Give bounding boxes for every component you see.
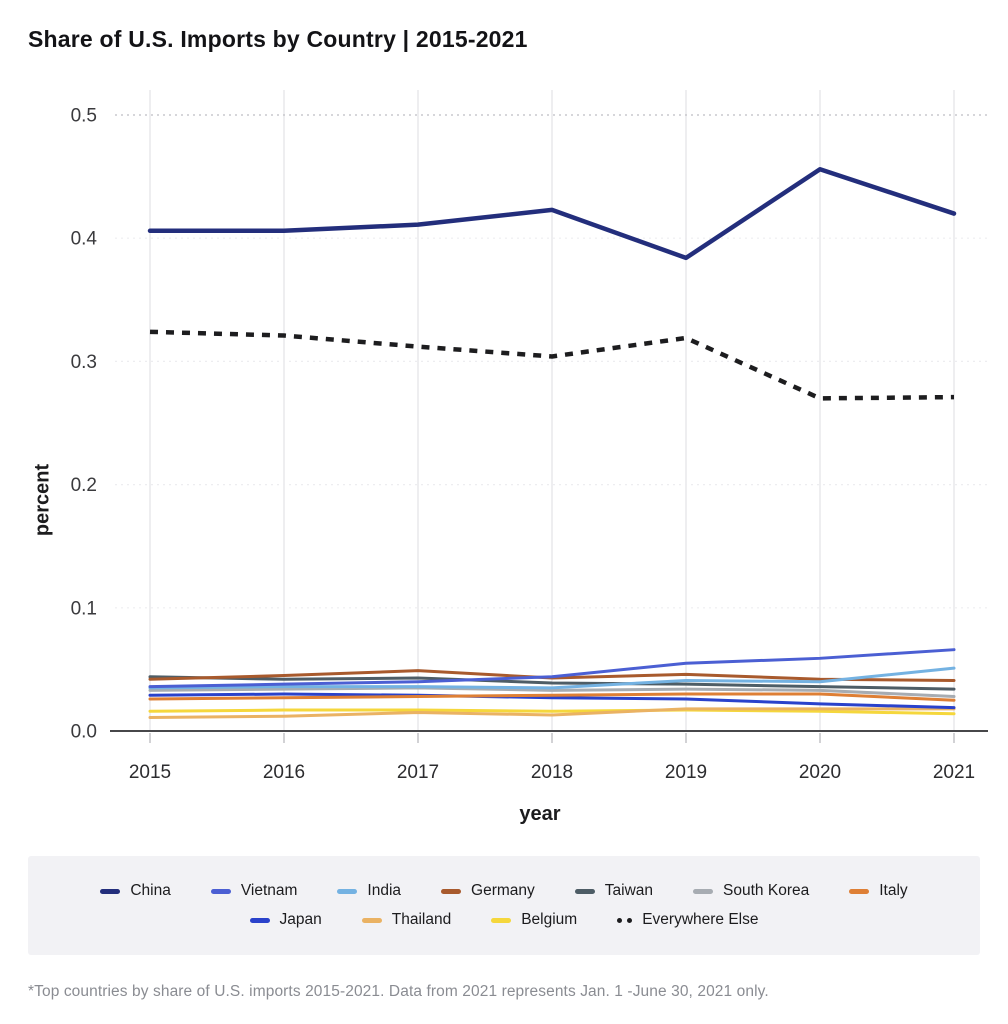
legend-label: Taiwan bbox=[604, 882, 654, 899]
chart-legend: China Vietnam India Germany Taiwan South Kore… bbox=[28, 856, 980, 955]
series-line-thailand bbox=[148, 707, 956, 719]
series-line-china bbox=[147, 166, 957, 261]
legend-line-swatch bbox=[491, 917, 512, 923]
chart-title: Share of U.S. Imports by Country | 2015-… bbox=[28, 26, 528, 52]
y-tick-label: 0.1 bbox=[71, 598, 97, 619]
y-tick-label: 0.4 bbox=[71, 229, 98, 250]
y-tick-label: 0.3 bbox=[71, 352, 97, 373]
legend-label: Vietnam bbox=[240, 882, 298, 899]
y-tick-label: 0.0 bbox=[71, 722, 97, 743]
legend-line-swatch bbox=[249, 917, 270, 923]
legend-line-swatch bbox=[693, 888, 714, 894]
legend-row: China Vietnam India Germany Taiwan South Kore… bbox=[100, 882, 908, 900]
legend-label: Thailand bbox=[391, 911, 452, 928]
series-line-vietnam bbox=[148, 648, 956, 689]
legend-line-swatch bbox=[441, 888, 462, 894]
y-tick-label: 0.5 bbox=[71, 106, 97, 127]
legend-line-swatch bbox=[849, 888, 870, 894]
x-tick-label: 2015 bbox=[129, 762, 171, 783]
line-chart: 2015 2016 2017 2018 2019 2020 2021 0.0 0.1 0.2 0.3… bbox=[0, 70, 1008, 840]
legend-item-india[interactable]: India bbox=[337, 882, 401, 900]
chart-canvas: 2015 2016 2017 2018 2019 2020 2021 0.0 0.1 0.2 0.3… bbox=[71, 90, 988, 783]
legend-line-swatch bbox=[337, 888, 358, 894]
x-tick-label: 2019 bbox=[665, 762, 707, 783]
legend-item-thailand[interactable]: Thailand bbox=[361, 911, 452, 929]
legend-item-belgium[interactable]: Belgium bbox=[491, 911, 577, 929]
x-axis-title: year bbox=[519, 803, 561, 825]
legend-label: Everywhere Else bbox=[642, 911, 759, 928]
x-tick-label: 2020 bbox=[799, 762, 841, 783]
legend-item-south-korea[interactable]: South Korea bbox=[693, 882, 809, 900]
legend-item-taiwan[interactable]: Taiwan bbox=[574, 882, 654, 900]
legend-label: Japan bbox=[279, 911, 322, 928]
chart-footnote: *Top countries by share of U.S. imports … bbox=[28, 983, 769, 1000]
x-tick-label: 2018 bbox=[531, 762, 573, 783]
legend-item-japan[interactable]: Japan bbox=[249, 911, 322, 929]
legend-label: Belgium bbox=[521, 911, 578, 928]
legend-line-swatch bbox=[361, 917, 382, 923]
series-line-south-korea bbox=[148, 686, 956, 699]
x-tick-label: 2021 bbox=[933, 762, 975, 783]
legend-line-swatch bbox=[100, 888, 121, 894]
y-axis-title: percent bbox=[31, 463, 54, 537]
x-tick-label: 2016 bbox=[263, 762, 305, 783]
legend-item-italy[interactable]: Italy bbox=[849, 882, 908, 900]
legend-line-swatch bbox=[574, 888, 595, 894]
legend-label: China bbox=[130, 882, 171, 899]
y-tick-label: 0.2 bbox=[71, 475, 97, 496]
legend-item-everywhere-else[interactable]: Everywhere Else bbox=[617, 911, 759, 929]
legend-line-swatch bbox=[210, 888, 231, 894]
legend-item-germany[interactable]: Germany bbox=[441, 882, 535, 900]
series-line-japan bbox=[148, 692, 956, 710]
legend-label: Italy bbox=[879, 882, 908, 899]
series-line-belgium bbox=[148, 708, 956, 716]
series-line-taiwan bbox=[148, 675, 956, 691]
legend-row: Japan Thailand Belgium Everywhere Else bbox=[249, 911, 759, 929]
legend-dashed-line-swatch bbox=[617, 917, 633, 923]
legend-label: India bbox=[367, 882, 402, 899]
legend-item-china[interactable]: China bbox=[100, 882, 171, 900]
legend-label: South Korea bbox=[723, 882, 810, 899]
legend-label: Germany bbox=[471, 882, 535, 899]
legend-item-vietnam[interactable]: Vietnam bbox=[210, 882, 298, 900]
x-tick-label: 2017 bbox=[397, 762, 439, 783]
series-line-everywhere-else bbox=[149, 329, 955, 401]
series-line-italy bbox=[148, 692, 956, 702]
series-line-india bbox=[148, 666, 956, 690]
